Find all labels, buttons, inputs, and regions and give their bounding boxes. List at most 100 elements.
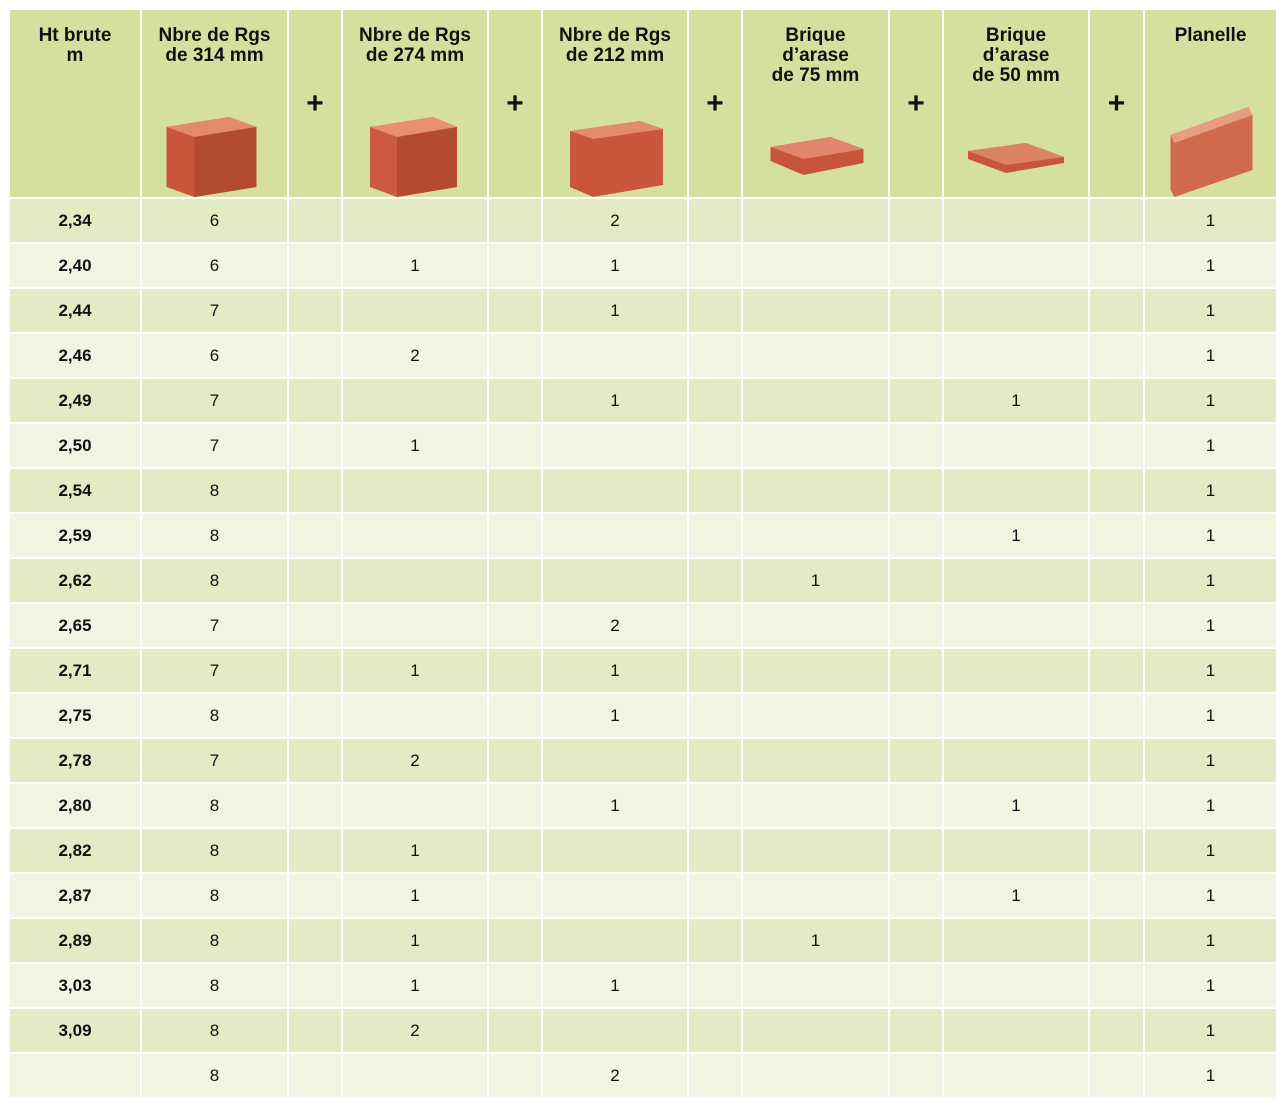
cell xyxy=(289,559,341,602)
cell xyxy=(543,334,687,377)
cell: 1 xyxy=(343,919,487,962)
cell xyxy=(343,694,487,737)
cell: 2 xyxy=(343,334,487,377)
cell: 2,89 xyxy=(10,919,140,962)
cell xyxy=(489,784,541,827)
cell xyxy=(343,784,487,827)
cell xyxy=(890,649,942,692)
cell: 7 xyxy=(142,424,287,467)
cell xyxy=(1090,424,1143,467)
cell xyxy=(890,919,942,962)
cell: 1 xyxy=(343,244,487,287)
cell xyxy=(1090,694,1143,737)
cell xyxy=(689,784,741,827)
cell xyxy=(1090,514,1143,557)
cell xyxy=(890,739,942,782)
cell xyxy=(890,244,942,287)
header-line: de 314 mm xyxy=(165,46,263,66)
cell xyxy=(289,469,341,512)
cell: 2 xyxy=(343,739,487,782)
cell xyxy=(489,379,541,422)
cell: 1 xyxy=(944,874,1088,917)
cell xyxy=(743,289,888,332)
cell xyxy=(543,559,687,602)
cell: 2,65 xyxy=(10,604,140,647)
cell xyxy=(890,379,942,422)
cell: 8 xyxy=(142,784,287,827)
cell: 1 xyxy=(543,244,687,287)
cell xyxy=(543,829,687,872)
cell xyxy=(944,559,1088,602)
cell xyxy=(289,784,341,827)
plus-sign: + xyxy=(689,10,741,197)
cell: 8 xyxy=(142,964,287,1007)
cell xyxy=(890,1054,942,1097)
cell xyxy=(289,919,341,962)
cell xyxy=(890,334,942,377)
cell xyxy=(489,739,541,782)
cell xyxy=(944,694,1088,737)
cell xyxy=(689,199,741,242)
header-line: d’arase xyxy=(782,46,849,66)
cell xyxy=(289,514,341,557)
cell xyxy=(944,424,1088,467)
header-line: Nbre de Rgs xyxy=(559,26,671,46)
cell xyxy=(890,424,942,467)
cell xyxy=(689,334,741,377)
header-line: + xyxy=(706,94,724,114)
cell: 2,49 xyxy=(10,379,140,422)
cell xyxy=(890,964,942,1007)
cell xyxy=(743,334,888,377)
cell xyxy=(743,379,888,422)
cell xyxy=(944,739,1088,782)
cell xyxy=(343,289,487,332)
cell xyxy=(289,829,341,872)
cell xyxy=(743,694,888,737)
cell xyxy=(890,514,942,557)
cell xyxy=(743,469,888,512)
cell xyxy=(890,874,942,917)
cell xyxy=(489,1054,541,1097)
cell xyxy=(489,1009,541,1052)
header-line: d’arase xyxy=(983,46,1050,66)
cell xyxy=(489,469,541,512)
product-image xyxy=(743,105,888,200)
cell: 1 xyxy=(343,649,487,692)
header-line: Nbre de Rgs xyxy=(159,26,271,46)
cell: 2,87 xyxy=(10,874,140,917)
cell xyxy=(743,199,888,242)
cell xyxy=(343,559,487,602)
cell: 1 xyxy=(1145,469,1276,512)
cell xyxy=(289,874,341,917)
cell xyxy=(289,289,341,332)
cell: 1 xyxy=(1145,199,1276,242)
cell: 7 xyxy=(142,289,287,332)
cell xyxy=(289,199,341,242)
cell xyxy=(543,874,687,917)
cell xyxy=(543,919,687,962)
cell xyxy=(743,604,888,647)
header-line: de 274 mm xyxy=(366,46,464,66)
cell xyxy=(543,514,687,557)
cell: 2 xyxy=(543,199,687,242)
cell xyxy=(489,559,541,602)
cell: 8 xyxy=(142,1009,287,1052)
cell xyxy=(1090,1009,1143,1052)
cell xyxy=(489,334,541,377)
cell: 7 xyxy=(142,604,287,647)
cell: 1 xyxy=(944,784,1088,827)
cell: 8 xyxy=(142,919,287,962)
cell xyxy=(944,289,1088,332)
cell xyxy=(343,514,487,557)
cell: 1 xyxy=(1145,289,1276,332)
column-header: Planelle xyxy=(1145,10,1276,197)
cell: 8 xyxy=(142,469,287,512)
cell: 1 xyxy=(1145,1054,1276,1097)
cell xyxy=(689,649,741,692)
cell: 2,80 xyxy=(10,784,140,827)
header-line: de 212 mm xyxy=(566,46,664,66)
cell xyxy=(944,1054,1088,1097)
cell xyxy=(689,289,741,332)
cell xyxy=(1090,964,1143,1007)
